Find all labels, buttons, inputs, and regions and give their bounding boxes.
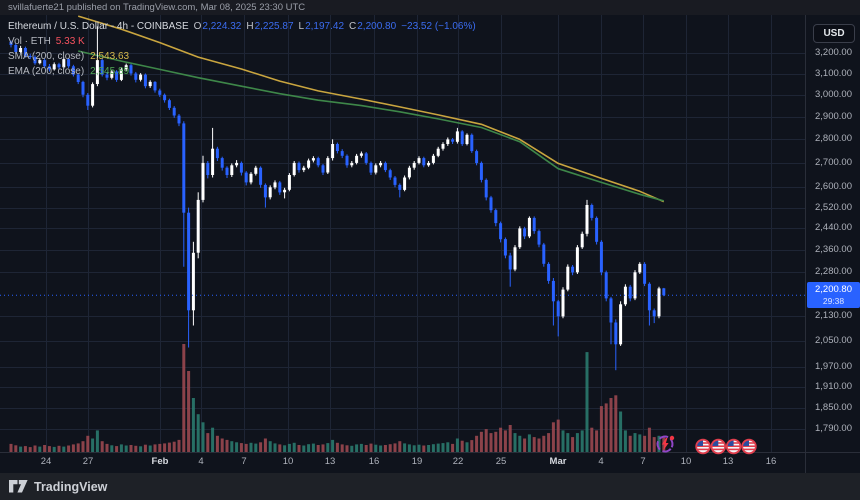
ema-label: EMA (200, close) [8,66,85,77]
time-axis-label: 4 [198,456,204,467]
volume-row[interactable]: Vol · ETH 5.33 K [8,34,476,49]
open-label: O [193,21,202,32]
current-price-badge: 2,200.80 29:38 [807,282,860,309]
bottom-bar: TradingView [0,473,860,500]
price-axis-label: 1,970.00 [815,360,852,372]
price-axis[interactable]: USD 3,200.00 3,100.00 3,000.00 2,900.00 2,80… [805,15,860,452]
time-axis-label: Feb [151,456,169,467]
tradingview-logo-icon [9,480,28,493]
us-flag-icon [741,438,757,455]
volume-label: Vol · ETH [8,36,51,47]
time-axis-label: 10 [680,456,692,467]
us-flag-icon [695,438,711,455]
chart-area[interactable]: Ethereum / U.S. Dollar - 4h - COINBASE O2… [0,15,805,455]
bar-countdown: 29:38 [822,296,845,307]
low-value: 2,197.42 [305,21,345,32]
price-chart-canvas[interactable] [0,15,805,452]
change-value: −23.52 (−1.06%) [401,21,476,32]
ema-value: 2,545.89 [90,66,130,77]
price-axis-label: 2,440.00 [815,222,852,234]
sma-row[interactable]: SMA (200, close) 2,543.63 [8,49,476,64]
time-axis-label: 16 [368,456,380,467]
price-axis-label: 2,130.00 [815,310,852,322]
current-price-value: 2,200.80 [815,284,852,296]
time-axis-label: 7 [640,456,646,467]
symbol-description[interactable]: Ethereum / U.S. Dollar - 4h - COINBASE [8,21,189,32]
tradingview-logo-text: TradingView [34,479,108,494]
low-label: L [298,21,305,32]
time-axis-label: 27 [82,456,94,467]
price-axis-label: 1,850.00 [815,401,852,413]
symbol-row[interactable]: Ethereum / U.S. Dollar - 4h - COINBASE O2… [8,19,476,34]
tradingview-logo[interactable]: TradingView [9,479,107,494]
price-axis-label: 2,900.00 [815,110,852,122]
time-axis-label: 7 [241,456,247,467]
time-axis-label: 16 [765,456,777,467]
time-axis-label: 10 [282,456,294,467]
time-axis-label: 4 [598,456,604,467]
publish-header: svillafuerte21 published on TradingView.… [0,0,860,15]
price-axis-label: 3,000.00 [815,88,852,100]
time-axis[interactable]: 24 27 Feb 4 7 10 13 16 19 22 25 Mar 4 7 10 13 16 [0,452,860,474]
close-label: C [349,21,357,32]
us-flag-event-icons[interactable] [694,438,758,455]
time-axis-label: 24 [40,456,52,467]
currency-button[interactable]: USD [813,24,855,43]
price-axis-label: 2,520.00 [815,201,852,213]
publish-text: svillafuerte21 published on TradingView.… [8,2,306,13]
axis-corner-divider [805,453,806,474]
open-value: 2,224.32 [202,21,242,32]
price-axis-label: 2,280.00 [815,266,852,278]
price-axis-label: 1,910.00 [815,380,852,392]
time-axis-label: 25 [495,456,507,467]
price-axis-label: 2,600.00 [815,181,852,193]
chart-legend: Ethereum / U.S. Dollar - 4h - COINBASE O2… [8,19,476,79]
time-axis-label: 13 [722,456,734,467]
price-axis-label: 2,800.00 [815,133,852,145]
us-flag-icon [710,438,726,455]
ema-row[interactable]: EMA (200, close) 2,545.89 [8,64,476,79]
price-axis-label: 2,050.00 [815,335,852,347]
time-axis-label: 13 [324,456,336,467]
sma-value: 2,543.63 [90,51,130,62]
close-value: 2,200.80 [357,21,397,32]
high-label: H [246,21,254,32]
price-axis-label: 3,200.00 [815,47,852,58]
us-flag-icon [725,438,742,455]
sma-label: SMA (200, close) [8,51,85,62]
time-axis-label: Mar [549,456,567,467]
high-value: 2,225.87 [254,21,294,32]
price-axis-label: 2,700.00 [815,156,852,168]
volume-value: 5.33 K [55,36,85,47]
price-axis-label: 1,790.00 [815,422,852,434]
time-axis-label: 22 [452,456,464,467]
time-axis-label: 19 [411,456,423,467]
price-axis-label: 3,100.00 [815,67,852,79]
price-axis-label: 2,360.00 [815,244,852,255]
flash-event-icon[interactable] [655,433,677,455]
